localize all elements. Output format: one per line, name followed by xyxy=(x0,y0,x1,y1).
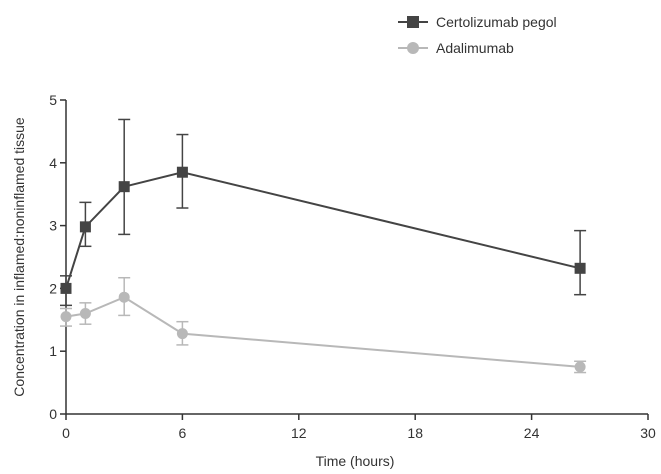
series-lines xyxy=(65,171,581,368)
y-tick-label: 1 xyxy=(49,343,57,359)
data-point-adalimumab xyxy=(60,311,72,323)
error-bars xyxy=(60,118,587,374)
legend: Certolizumab pegol Adalimumab xyxy=(398,14,557,56)
x-tick-label: 24 xyxy=(524,425,540,441)
chart-axes xyxy=(65,100,648,415)
data-point-adalimumab xyxy=(79,308,91,320)
legend-label-adalimumab: Adalimumab xyxy=(436,40,514,56)
y-ticks: 0 1 2 3 4 5 xyxy=(49,92,66,422)
y-tick-label: 2 xyxy=(49,280,57,296)
legend-item-certolizumab: Certolizumab pegol xyxy=(398,14,557,30)
y-tick-label: 3 xyxy=(49,218,57,234)
data-point-certolizumab-pegol xyxy=(176,166,188,178)
data-markers xyxy=(60,166,586,373)
x-ticks: 0 6 12 18 24 30 xyxy=(62,414,656,441)
data-point-adalimumab xyxy=(574,361,586,373)
data-point-certolizumab-pegol xyxy=(60,282,72,294)
series-line-adalimumab xyxy=(65,296,581,368)
y-tick-label: 0 xyxy=(49,406,57,422)
x-tick-label: 12 xyxy=(291,425,307,441)
data-point-certolizumab-pegol xyxy=(574,262,586,274)
data-point-certolizumab-pegol xyxy=(118,181,130,193)
legend-item-adalimumab: Adalimumab xyxy=(398,40,514,56)
legend-circle-marker-icon xyxy=(407,42,419,54)
legend-square-marker-icon xyxy=(407,16,419,28)
y-tick-label: 5 xyxy=(49,92,57,108)
x-tick-label: 6 xyxy=(179,425,187,441)
x-tick-label: 0 xyxy=(62,425,70,441)
error-bar-certolizumab-pegol xyxy=(118,118,131,236)
y-tick-label: 4 xyxy=(49,155,57,171)
legend-label-certolizumab: Certolizumab pegol xyxy=(436,14,557,30)
data-point-adalimumab xyxy=(118,291,130,303)
x-tick-label: 30 xyxy=(640,425,656,441)
data-point-certolizumab-pegol xyxy=(79,221,91,233)
x-axis-title: Time (hours) xyxy=(316,453,395,469)
y-axis-title: Concentration in inflamed:noninflamed ti… xyxy=(11,117,27,397)
x-tick-label: 18 xyxy=(407,425,423,441)
data-point-adalimumab xyxy=(176,328,188,340)
error-bar-certolizumab-pegol xyxy=(574,229,587,296)
series-line-certolizumab-pegol xyxy=(65,171,581,289)
